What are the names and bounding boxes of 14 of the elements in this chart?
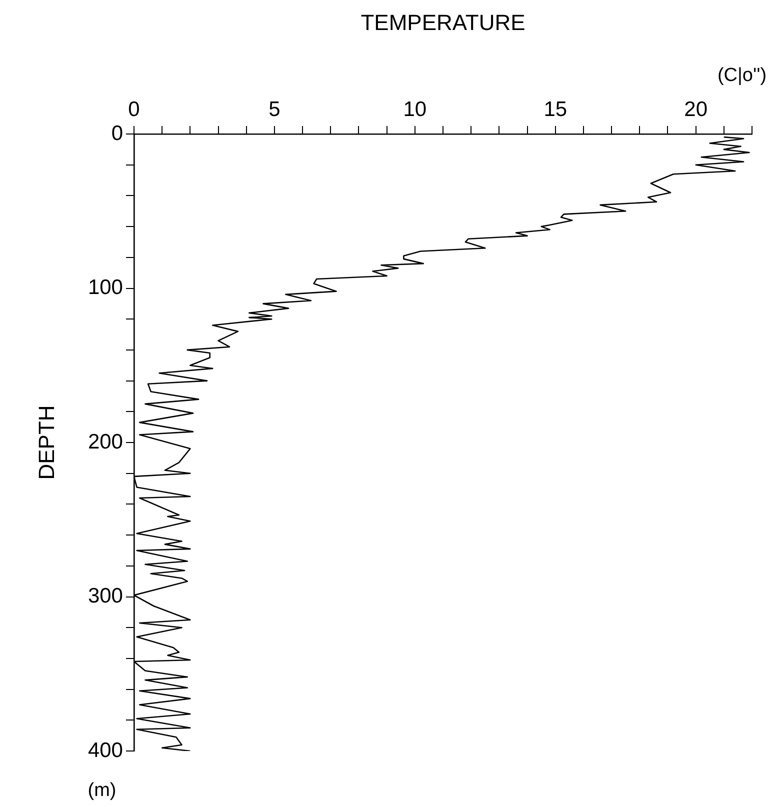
text: (C|o'') xyxy=(717,65,767,86)
y-tick-label: 400 xyxy=(88,738,123,762)
y-tick-label: 300 xyxy=(88,584,123,608)
x-tick-label: 5 xyxy=(268,98,280,122)
x-tick-label: 0 xyxy=(128,98,140,122)
y-tick-label: 0 xyxy=(111,122,123,145)
y-axis-title: DEPTH xyxy=(34,405,60,480)
y-tick-label: 100 xyxy=(88,276,123,300)
x-axis-title: TEMPERATURE xyxy=(360,10,526,36)
x-tick-label: 15 xyxy=(544,98,568,122)
y-tick-label: 200 xyxy=(88,430,123,454)
x-tick-label: 20 xyxy=(684,98,708,122)
text: (m) xyxy=(88,780,116,802)
x-tick-label: 10 xyxy=(403,98,427,122)
